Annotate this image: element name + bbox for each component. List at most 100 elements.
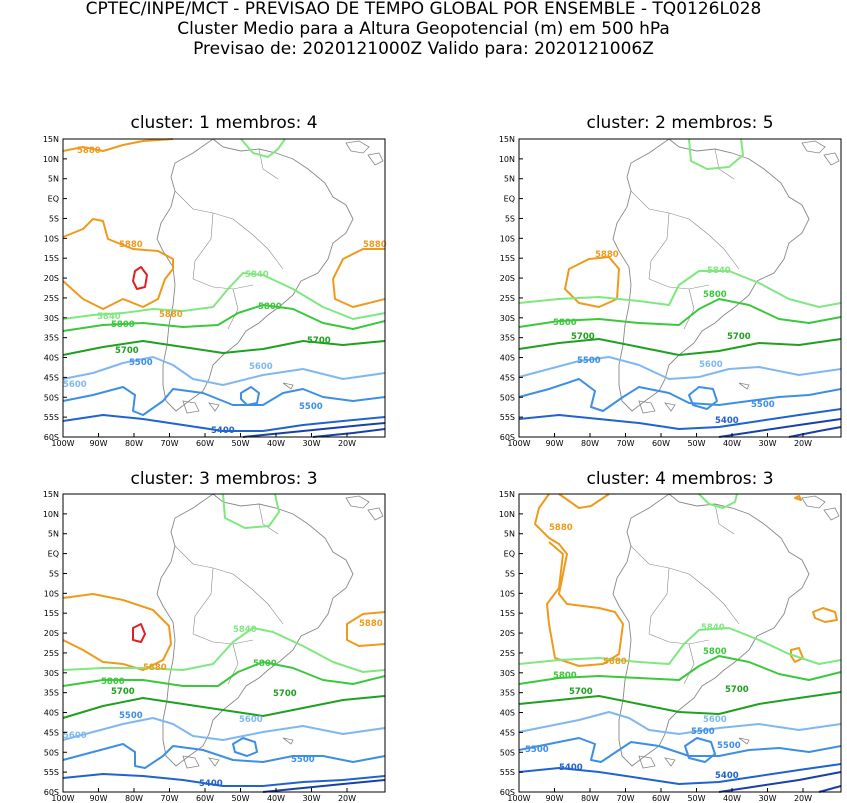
country-border xyxy=(648,212,670,280)
lon-tick-label: 100W xyxy=(507,794,530,803)
lat-tick-label: 35S xyxy=(500,334,515,343)
contour-line xyxy=(818,785,842,793)
lat-tick-label: 15S xyxy=(44,254,59,263)
lon-tick-label: 90W xyxy=(89,439,107,448)
island-outline xyxy=(801,495,826,509)
lat-tick-label: 5S xyxy=(49,569,59,578)
lat-tick-label: 60S xyxy=(44,433,59,442)
country-border xyxy=(232,218,284,270)
contour-line xyxy=(62,593,172,671)
lat-tick-label: 15S xyxy=(500,609,515,618)
panel-title-1: cluster: 1 membros: 4 xyxy=(130,113,318,133)
lon-tick-label: 100W xyxy=(51,794,74,803)
lat-tick-label: 55S xyxy=(44,413,59,422)
lat-tick-label: 25S xyxy=(44,294,59,303)
lat-tick-label: 45S xyxy=(500,728,515,737)
contour-line xyxy=(518,378,842,412)
lat-tick-label: 50S xyxy=(500,393,515,402)
lon-tick-label: 70W xyxy=(160,439,178,448)
country-border xyxy=(174,545,234,575)
island-outline xyxy=(208,402,220,412)
lat-tick-label: 10S xyxy=(44,234,59,243)
lat-tick-label: 15N xyxy=(499,135,515,144)
contour-label: 5700 xyxy=(727,332,751,342)
lat-tick-label: 20S xyxy=(500,274,515,283)
contour-line xyxy=(788,426,842,438)
contour-line xyxy=(62,743,386,769)
contour-label: 5880 xyxy=(159,310,183,320)
island-outline xyxy=(345,140,370,154)
lat-tick-label: 60S xyxy=(44,788,59,797)
lat-tick-label: 10N xyxy=(499,155,515,164)
contour-line xyxy=(518,298,842,328)
contour-line xyxy=(558,493,610,509)
contour-line xyxy=(62,695,386,719)
contour-label: 5800 xyxy=(703,647,727,657)
country-border xyxy=(688,218,740,270)
contour-label: 5400 xyxy=(199,779,223,789)
lat-tick-label: EQ xyxy=(504,195,515,204)
contour-line xyxy=(240,386,260,406)
lon-tick-label: 30W xyxy=(758,439,776,448)
lat-tick-label: 45S xyxy=(44,728,59,737)
island-outline xyxy=(367,507,384,521)
country-border xyxy=(630,190,690,220)
country-border xyxy=(714,148,735,180)
lat-tick-label: 40S xyxy=(500,709,515,718)
lat-tick-label: 20S xyxy=(44,274,59,283)
contour-label: 5700 xyxy=(571,332,595,342)
contour-line xyxy=(240,138,286,158)
contour-label: 5600 xyxy=(699,360,723,370)
lon-tick-label: 50W xyxy=(231,794,249,803)
lat-tick-label: 55S xyxy=(500,768,515,777)
country-border xyxy=(174,190,234,220)
lat-tick-label: 30S xyxy=(44,669,59,678)
contour-label: 5600 xyxy=(239,715,263,725)
map-frame xyxy=(518,138,842,438)
island-outline xyxy=(801,140,826,154)
contour-label: 5500 xyxy=(129,358,153,368)
contour-line xyxy=(242,422,386,438)
island-outline xyxy=(738,382,750,390)
map-svg-2: 5880 5840 5800 5800 5700 5700 5600 5500 5500 5400… xyxy=(499,135,842,448)
contour-line xyxy=(232,737,258,757)
contour-line xyxy=(534,493,624,667)
contour-label: 5500 xyxy=(577,356,601,366)
lat-tick-label: 10N xyxy=(43,510,59,519)
map-panel-cluster-3: 5880 5880 5840 5800 5800 5700 5700 5600 5600 5500… xyxy=(43,490,386,803)
contour-label: 5840 xyxy=(701,623,725,633)
lon-tick-label: 70W xyxy=(616,439,634,448)
contour-label: 5400 xyxy=(211,426,235,436)
lon-tick-label: 30W xyxy=(758,794,776,803)
country-border xyxy=(192,567,214,635)
lat-tick-label: 35S xyxy=(500,689,515,698)
contour-line xyxy=(262,779,386,793)
contour-label: 5600 xyxy=(63,380,87,390)
lat-tick-label: 25S xyxy=(500,294,515,303)
lat-tick-label: 55S xyxy=(500,413,515,422)
lon-tick-label: 80W xyxy=(125,794,143,803)
contour-line xyxy=(62,138,174,152)
island-outline xyxy=(182,755,200,769)
lat-tick-label: 30S xyxy=(44,314,59,323)
lat-tick-label: 45S xyxy=(44,373,59,382)
lat-tick-label: 15S xyxy=(500,254,515,263)
country-border xyxy=(258,503,279,535)
contour-label: 5500 xyxy=(291,755,315,765)
contour-line xyxy=(718,418,842,438)
contour-label: 5800 xyxy=(703,290,727,300)
lon-tick-label: 60W xyxy=(652,794,670,803)
contour-label: 5840 xyxy=(245,270,269,280)
contour-label: 5880 xyxy=(119,240,143,250)
contour-line xyxy=(518,655,842,685)
lat-tick-label: 35S xyxy=(44,334,59,343)
contour-label: 5840 xyxy=(233,625,257,635)
lat-tick-label: 10S xyxy=(500,234,515,243)
contour-line xyxy=(518,737,842,763)
map-frame xyxy=(62,138,386,438)
map-svg-1: 5880588058805880584058405800580057005700… xyxy=(43,135,387,448)
island-outline xyxy=(182,400,200,414)
lon-tick-label: 100W xyxy=(507,439,530,448)
